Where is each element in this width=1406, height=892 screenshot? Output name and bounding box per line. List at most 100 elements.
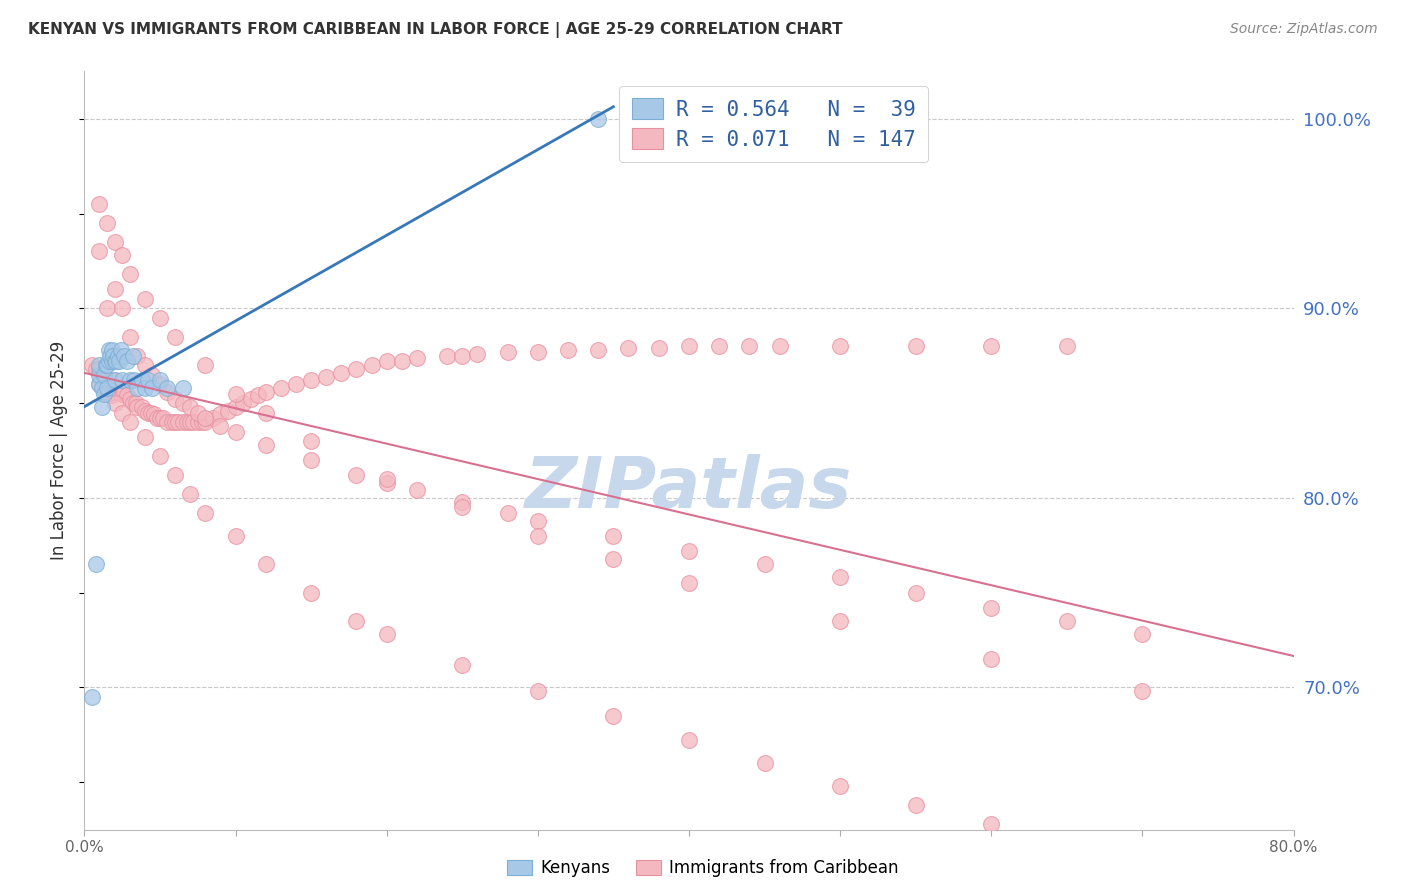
Point bbox=[139, 405, 162, 419]
Point bbox=[451, 494, 474, 508]
Point bbox=[80, 358, 103, 372]
Point bbox=[96, 358, 118, 372]
Point bbox=[118, 267, 141, 281]
Point bbox=[254, 405, 277, 419]
Point bbox=[156, 381, 179, 395]
Point bbox=[93, 377, 115, 392]
Point bbox=[678, 339, 700, 353]
Point bbox=[588, 343, 610, 357]
Point bbox=[209, 408, 232, 422]
Point bbox=[94, 358, 117, 372]
Point bbox=[91, 368, 114, 382]
Point bbox=[254, 557, 277, 571]
Point bbox=[299, 434, 322, 448]
Point bbox=[451, 500, 474, 515]
Point bbox=[406, 483, 429, 498]
Point bbox=[179, 487, 201, 501]
Point bbox=[1130, 684, 1153, 698]
Point bbox=[194, 506, 217, 520]
Point bbox=[678, 544, 700, 558]
Point bbox=[115, 354, 138, 368]
Point bbox=[96, 381, 118, 395]
Point bbox=[98, 349, 121, 363]
Point bbox=[980, 652, 1002, 666]
Point bbox=[98, 384, 121, 399]
Point bbox=[299, 373, 322, 387]
Point bbox=[94, 381, 117, 395]
Point bbox=[980, 339, 1002, 353]
Point bbox=[134, 430, 156, 444]
Point bbox=[146, 411, 169, 425]
Point bbox=[125, 396, 148, 410]
Point bbox=[375, 472, 398, 486]
Point bbox=[225, 386, 247, 401]
Point bbox=[209, 418, 232, 433]
Point bbox=[160, 415, 183, 429]
Point bbox=[187, 415, 209, 429]
Point bbox=[527, 514, 550, 528]
Point bbox=[104, 373, 127, 387]
Point bbox=[104, 384, 127, 399]
Point bbox=[165, 415, 187, 429]
Legend: R = 0.564   N =  39, R = 0.071   N = 147: R = 0.564 N = 39, R = 0.071 N = 147 bbox=[619, 86, 928, 162]
Legend: Kenyans, Immigrants from Caribbean: Kenyans, Immigrants from Caribbean bbox=[501, 853, 905, 884]
Y-axis label: In Labor Force | Age 25-29: In Labor Force | Age 25-29 bbox=[51, 341, 69, 560]
Point bbox=[496, 506, 519, 520]
Point bbox=[112, 384, 135, 399]
Point bbox=[127, 381, 149, 395]
Point bbox=[602, 551, 624, 566]
Point bbox=[108, 354, 131, 368]
Point bbox=[134, 358, 156, 372]
Point bbox=[375, 354, 398, 368]
Point bbox=[118, 373, 141, 387]
Point bbox=[104, 373, 127, 387]
Point bbox=[149, 377, 172, 392]
Point bbox=[201, 411, 224, 425]
Point bbox=[100, 388, 122, 402]
Point bbox=[830, 570, 852, 584]
Point bbox=[111, 386, 134, 401]
Text: KENYAN VS IMMIGRANTS FROM CARIBBEAN IN LABOR FORCE | AGE 25-29 CORRELATION CHART: KENYAN VS IMMIGRANTS FROM CARIBBEAN IN L… bbox=[28, 22, 842, 38]
Point bbox=[80, 690, 103, 704]
Text: ZIPatlas: ZIPatlas bbox=[526, 454, 852, 523]
Point bbox=[738, 339, 761, 353]
Point bbox=[104, 354, 127, 368]
Point bbox=[254, 438, 277, 452]
Point bbox=[97, 384, 120, 399]
Point bbox=[1056, 614, 1078, 628]
Point bbox=[346, 614, 368, 628]
Point bbox=[101, 349, 124, 363]
Point bbox=[754, 756, 776, 771]
Point bbox=[709, 339, 731, 353]
Point bbox=[96, 301, 118, 316]
Point bbox=[980, 817, 1002, 831]
Point bbox=[451, 657, 474, 672]
Point bbox=[89, 362, 111, 376]
Point bbox=[86, 557, 108, 571]
Point bbox=[181, 415, 204, 429]
Point bbox=[89, 244, 111, 259]
Point bbox=[131, 373, 153, 387]
Point bbox=[467, 347, 489, 361]
Point bbox=[141, 368, 163, 382]
Point bbox=[225, 400, 247, 414]
Point bbox=[89, 197, 111, 211]
Point bbox=[121, 396, 143, 410]
Point bbox=[648, 341, 671, 355]
Point bbox=[149, 310, 172, 325]
Point bbox=[830, 614, 852, 628]
Point bbox=[406, 351, 429, 365]
Point bbox=[97, 354, 120, 368]
Point bbox=[194, 415, 217, 429]
Point bbox=[89, 377, 111, 392]
Point bbox=[315, 369, 337, 384]
Point bbox=[121, 349, 143, 363]
Point bbox=[602, 529, 624, 543]
Point bbox=[375, 475, 398, 490]
Point bbox=[107, 384, 129, 399]
Point bbox=[112, 349, 135, 363]
Point bbox=[330, 366, 353, 380]
Point bbox=[127, 400, 149, 414]
Point bbox=[100, 343, 122, 357]
Point bbox=[172, 415, 194, 429]
